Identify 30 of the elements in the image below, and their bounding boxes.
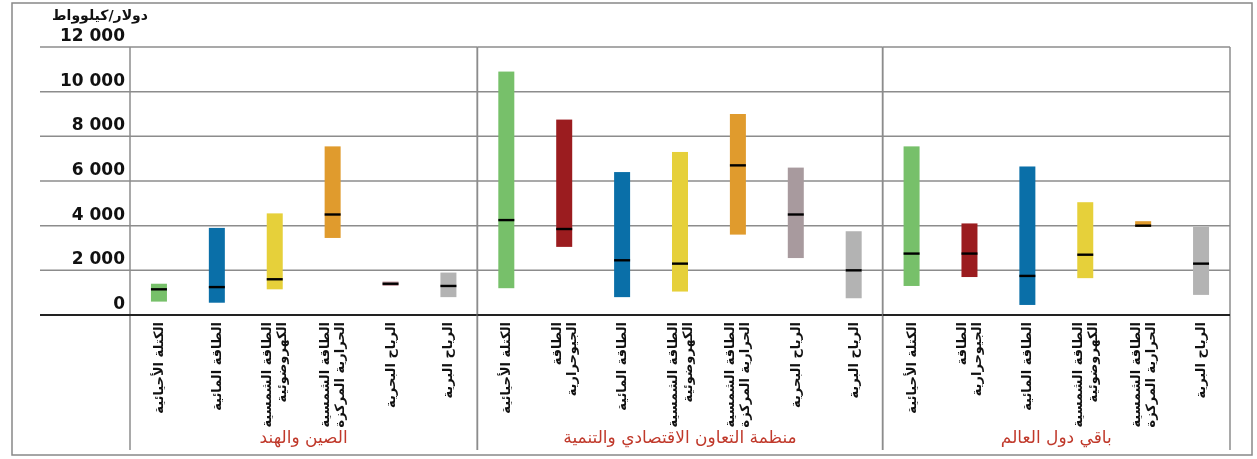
x-axis-title: منظمة التعاون الاقتصادي والتنمية <box>563 427 797 448</box>
x-tick-label: الرياح البرية <box>440 322 456 399</box>
x-tick-label: الطاقة المائية <box>614 322 630 411</box>
y-tick-label: 6 000 <box>71 159 126 179</box>
y-tick-label: 4 000 <box>71 203 126 224</box>
x-tick-label: الطاقة الجيوحرارية <box>953 322 984 397</box>
x-tick-label: الرياح البحرية <box>787 322 803 408</box>
x-tick-label: الكتلة الأحيائية <box>149 322 166 414</box>
x-tick-label: الطاقة الجيوحرارية <box>548 322 579 397</box>
x-tick-label: الطاقة الشمسية الحرارية المركزة <box>317 322 348 428</box>
x-axis-title: الصين والهند <box>259 427 348 448</box>
x-tick-label: الكتلة الأحيائية <box>902 322 919 414</box>
y-tick-label: 2 000 <box>71 248 126 269</box>
x-axis-title: باقي دول العالم <box>1000 427 1112 448</box>
y-tick-label: 10 000 <box>59 69 126 90</box>
y-tick-label: 12 000 <box>59 25 126 45</box>
x-tick-label: الرياح البحرية <box>382 322 398 408</box>
x-tick-label: الطاقة الشمسية الكهروضوئية <box>664 322 695 428</box>
y-tick-label: 0 <box>113 293 126 313</box>
y-tick-label: 8 000 <box>71 114 126 135</box>
x-tick-label: الطاقة الشمسية الكهروضوئية <box>1069 322 1100 428</box>
x-tick-label: الطاقة المائية <box>208 322 224 411</box>
x-tick-label: الطاقة الشمسية الكهروضوئية <box>259 322 290 428</box>
x-tick-label: الرياح البرية <box>845 322 861 399</box>
x-tick-label: الطاقة المائية <box>1019 322 1035 411</box>
x-tick-label: الرياح البرية <box>1193 322 1209 399</box>
x-tick-label: الطاقة الشمسية الحرارية المركزة <box>722 322 753 428</box>
x-tick-label: الطاقة الشمسية الحرارية المركزة <box>1127 322 1158 428</box>
y-axis-title: دولار/كيلوواط <box>52 7 148 24</box>
x-tick-label: الكتلة الأحيائية <box>497 322 514 414</box>
